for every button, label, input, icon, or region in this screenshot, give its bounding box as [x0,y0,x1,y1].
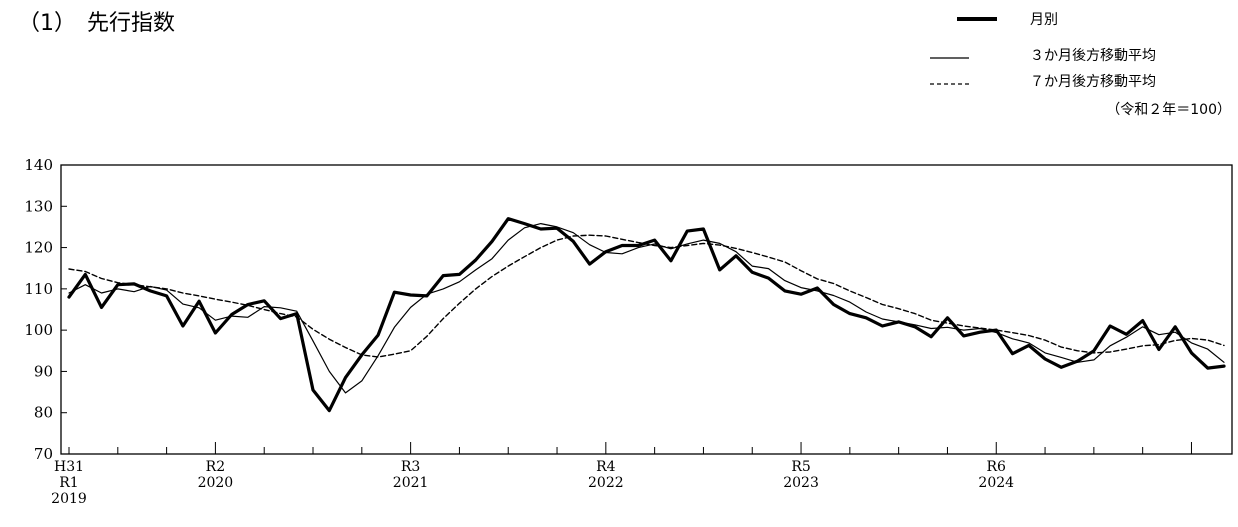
x-tick-label: R5 [791,459,810,475]
y-tick-label: 110 [24,280,53,298]
legend-label-3m: ３か月後方移動平均 [1030,48,1156,64]
unit-note: （令和２年＝100） [1106,102,1231,118]
y-tick-label: 100 [24,321,53,339]
y-tick-label: 140 [24,156,53,174]
y-tick-label: 120 [24,239,53,257]
x-tick-label: R4 [596,459,616,475]
legend-label-7m: ７か月後方移動平均 [1030,74,1156,90]
series-line-2 [68,234,1225,358]
plot-frame [60,164,1233,455]
series-line-0 [67,217,1226,413]
x-tick-label: H31 [54,459,84,475]
y-axis: 70 80 90 100 110 120 130 140 [24,156,67,463]
x-tick-label: 2022 [588,475,624,491]
x-tick-label: R3 [401,459,420,475]
legend-label-monthly: 月別 [1030,12,1058,28]
y-tick-label: 80 [34,404,53,422]
chart-title: （1） 先行指数 [18,11,175,36]
series-line-1 [68,223,1225,394]
x-tick-label: 2024 [978,475,1014,491]
y-tick-label: 90 [34,362,53,380]
y-tick-label: 130 [24,197,53,215]
y-tick-label: 70 [34,445,53,463]
x-tick-label: 2023 [783,475,819,491]
x-tick-label: 2019 [51,491,87,507]
legend: 月別 ３か月後方移動平均 ７か月後方移動平均 [930,12,1156,90]
x-tick-label: R1 [59,475,78,491]
x-tick-label: 2020 [198,475,234,491]
x-tick-label: R2 [206,459,225,475]
x-tick-label: R6 [987,459,1007,475]
x-tick-label: 2021 [393,475,429,491]
series-layer [67,217,1226,413]
